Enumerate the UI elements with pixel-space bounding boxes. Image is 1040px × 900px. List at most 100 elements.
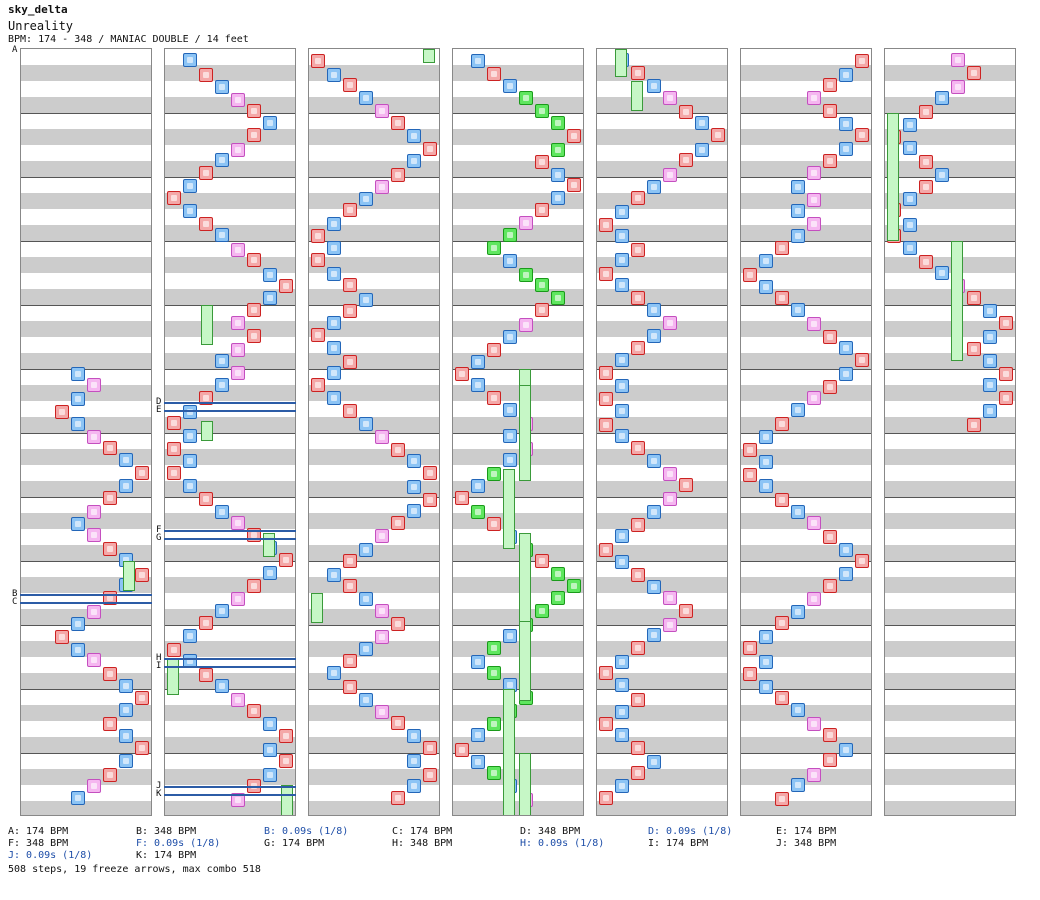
measure-line — [885, 241, 1015, 242]
step-arrow — [471, 355, 485, 369]
step-arrow — [983, 304, 997, 318]
step-arrow — [183, 204, 197, 218]
measure-line — [165, 689, 295, 690]
freeze-arrow — [311, 593, 323, 623]
legend-stop-entry: H: 0.09s (1/8) — [520, 838, 605, 849]
step-arrow — [999, 390, 1013, 405]
legend-bpm-entry: C: 174 BPM — [392, 826, 453, 837]
step-arrow — [391, 442, 405, 457]
freeze-arrow — [423, 49, 435, 63]
bpm-change-line — [164, 530, 296, 532]
step-arrow — [487, 390, 501, 405]
step-arrow — [503, 429, 517, 443]
step-arrow — [487, 716, 501, 731]
bpm-marker-label: H — [156, 653, 162, 663]
artist-name: sky_delta — [8, 3, 68, 16]
measure-line — [741, 625, 871, 626]
chart-info: BPM: 174 - 348 / MANIAC DOUBLE / 14 feet — [8, 34, 249, 45]
bpm-change-line — [164, 658, 296, 660]
measure-line — [885, 753, 1015, 754]
legend-bpm-entry: G: 174 BPM — [264, 838, 325, 849]
step-arrow — [359, 591, 373, 606]
measure-line — [453, 625, 583, 626]
measure-line — [741, 241, 871, 242]
freeze-arrow — [503, 689, 515, 815]
step-arrow — [775, 416, 789, 431]
step-arrow — [631, 340, 645, 355]
step-arrow — [231, 692, 245, 707]
freeze-arrow — [519, 385, 531, 481]
step-arrow — [343, 78, 357, 92]
bpm-change-line — [164, 666, 296, 668]
step-arrow — [423, 767, 437, 782]
step-arrow — [535, 278, 549, 292]
measure-line — [597, 625, 727, 626]
legend-stop-entry: J: 0.09s (1/8) — [8, 850, 93, 861]
step-arrow — [343, 579, 357, 593]
measure-line — [885, 369, 1015, 370]
legend-bpm-entry: B: 348 BPM — [136, 826, 197, 837]
step-arrow — [311, 328, 325, 342]
legend-bpm-entry: D: 348 BPM — [520, 826, 581, 837]
step-arrow — [327, 340, 341, 355]
freeze-arrow — [503, 469, 515, 549]
legend-bpm-entry: J: 348 BPM — [776, 838, 837, 849]
measure-line — [21, 305, 151, 306]
step-arrow — [599, 665, 613, 680]
measure-line — [165, 369, 295, 370]
step-arrow — [855, 54, 869, 68]
measure-line — [309, 497, 439, 498]
step-arrow — [775, 615, 789, 630]
step-arrow — [951, 80, 965, 94]
chart-column-4 — [452, 48, 584, 816]
step-arrow — [71, 642, 85, 657]
step-arrow — [919, 155, 933, 169]
step-arrow — [711, 128, 725, 142]
step-arrow — [823, 154, 837, 168]
step-arrow — [199, 216, 213, 231]
chart-column-3 — [308, 48, 440, 816]
bpm-marker-label: J — [156, 781, 162, 791]
step-arrow — [471, 505, 485, 519]
step-arrow — [311, 54, 325, 68]
step-arrow — [55, 405, 69, 419]
step-arrow — [551, 167, 565, 182]
step-arrow — [663, 315, 677, 330]
measure-line — [21, 433, 151, 434]
step-arrow — [791, 180, 805, 194]
step-arrow — [839, 366, 853, 381]
bpm-change-line — [20, 594, 152, 596]
step-arrow — [455, 490, 469, 505]
step-arrow — [375, 630, 389, 644]
step-arrow — [375, 104, 389, 118]
step-arrow — [167, 190, 181, 205]
step-arrow — [215, 80, 229, 94]
step-arrow — [615, 705, 629, 719]
step-arrow — [343, 355, 357, 369]
step-arrow — [615, 379, 629, 393]
step-arrow — [919, 105, 933, 119]
step-arrow — [743, 267, 757, 282]
measure-line — [741, 305, 871, 306]
step-arrow — [855, 128, 869, 142]
step-arrow — [167, 441, 181, 456]
step-arrow — [391, 515, 405, 530]
step-arrow — [423, 141, 437, 156]
step-arrow — [407, 754, 421, 768]
freeze-arrow — [201, 305, 213, 345]
step-arrow — [631, 290, 645, 305]
bpm-marker-label: G — [156, 533, 162, 543]
step-arrow — [647, 628, 661, 642]
freeze-arrow — [887, 113, 899, 241]
step-arrow — [343, 680, 357, 694]
step-arrow — [791, 703, 805, 717]
step-arrow — [71, 516, 85, 531]
step-arrow — [119, 479, 133, 493]
legend-bpm-entry: A: 174 BPM — [8, 826, 69, 837]
step-arrow — [615, 353, 629, 367]
bpm-marker-label: D — [156, 397, 162, 407]
step-arrow — [231, 92, 245, 107]
step-arrow — [615, 555, 629, 569]
step-arrow — [119, 754, 133, 768]
step-arrow — [807, 165, 821, 180]
